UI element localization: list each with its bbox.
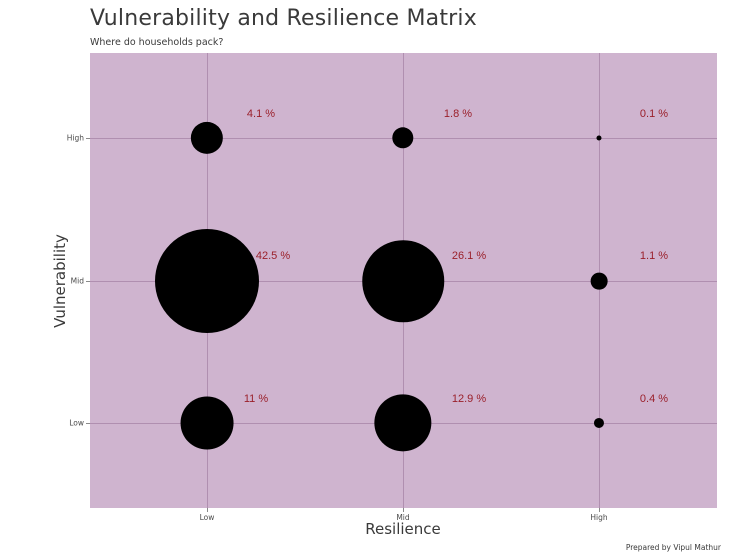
value-label: 0.1 % bbox=[639, 108, 669, 120]
value-label: 0.4 % bbox=[639, 393, 669, 405]
chart-subtitle: Where do households pack? bbox=[90, 37, 224, 48]
bubble-mid-mid bbox=[362, 240, 444, 322]
bubble-mid-low bbox=[374, 394, 432, 452]
value-label: 26.1 % bbox=[451, 250, 487, 262]
chart-title: Vulnerability and Resilience Matrix bbox=[90, 6, 477, 31]
y-tick-label-high: High bbox=[66, 133, 84, 143]
value-label: 11 % bbox=[243, 393, 269, 405]
bubble-low-low bbox=[180, 396, 234, 450]
x-tick-label-mid: Mid bbox=[396, 513, 410, 522]
x-tick-label-low: Low bbox=[199, 513, 215, 522]
plot-panel: 4.1 % 1.8 % 0.1 % 42.5 % 26.1 % 1.1 % 11… bbox=[90, 53, 717, 508]
y-axis-title: Vulnerability bbox=[51, 234, 69, 328]
y-tick-mark bbox=[86, 281, 90, 282]
y-tick-mark bbox=[86, 423, 90, 424]
y-tick-mark bbox=[86, 138, 90, 139]
value-label: 4.1 % bbox=[246, 108, 276, 120]
x-tick-mark bbox=[403, 508, 404, 512]
bubble-high-high bbox=[596, 135, 602, 141]
y-tick-label-low: Low bbox=[69, 418, 84, 428]
x-tick-mark bbox=[207, 508, 208, 512]
bubble-mid-high bbox=[392, 127, 414, 149]
x-tick-label-high: High bbox=[590, 513, 608, 522]
x-tick-mark bbox=[599, 508, 600, 512]
value-label: 42.5 % bbox=[255, 250, 291, 262]
bubble-high-mid bbox=[590, 272, 608, 290]
bubble-low-mid bbox=[155, 229, 259, 333]
x-axis-title: Resilience bbox=[365, 520, 441, 538]
value-label: 1.8 % bbox=[443, 108, 473, 120]
bubble-high-low bbox=[593, 417, 605, 429]
chart-caption: Prepared by Vipul Mathur bbox=[625, 543, 721, 552]
value-label: 1.1 % bbox=[639, 250, 669, 262]
y-tick-label-mid: Mid bbox=[70, 276, 84, 286]
bubble-low-high bbox=[190, 121, 224, 155]
value-label: 12.9 % bbox=[451, 393, 487, 405]
